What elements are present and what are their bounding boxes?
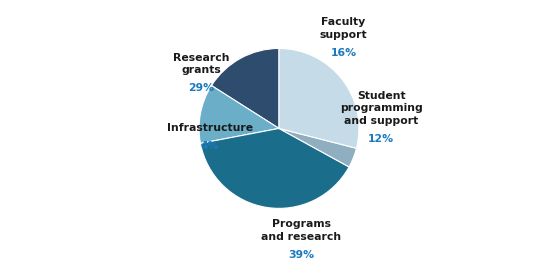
Text: 29%: 29% (188, 83, 214, 94)
Text: 12%: 12% (368, 134, 395, 144)
Wedge shape (199, 86, 279, 143)
Text: 39%: 39% (288, 250, 314, 260)
Text: Faculty
support: Faculty support (320, 17, 367, 40)
Text: Research
grants: Research grants (173, 53, 229, 75)
Wedge shape (211, 48, 279, 128)
Text: Programs
and research: Programs and research (261, 219, 341, 242)
Text: 4%: 4% (201, 141, 219, 151)
Text: Student
programming
and support: Student programming and support (340, 91, 422, 126)
Wedge shape (279, 128, 357, 167)
Text: Infrastructure: Infrastructure (167, 123, 253, 133)
Text: 16%: 16% (330, 48, 357, 58)
Wedge shape (279, 48, 359, 148)
Wedge shape (200, 128, 349, 208)
